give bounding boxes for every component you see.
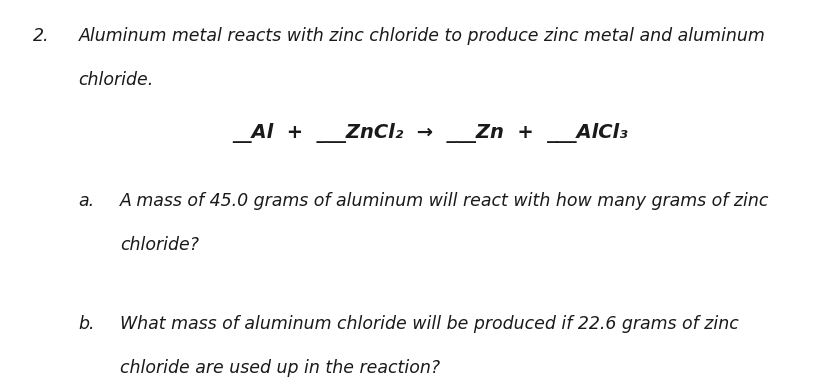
Text: chloride?: chloride? [120, 236, 198, 254]
Text: 2.: 2. [33, 27, 50, 45]
Text: chloride.: chloride. [79, 71, 154, 89]
Text: Aluminum metal reacts with zinc chloride to produce zinc metal and aluminum: Aluminum metal reacts with zinc chloride… [79, 27, 764, 45]
Text: What mass of aluminum chloride will be produced if 22.6 grams of zinc: What mass of aluminum chloride will be p… [120, 315, 738, 333]
Text: chloride are used up in the reaction?: chloride are used up in the reaction? [120, 359, 440, 377]
Text: __Al  +  ___ZnCl₂  →  ___Zn  +  ___AlCl₃: __Al + ___ZnCl₂ → ___Zn + ___AlCl₃ [232, 123, 627, 143]
Text: b.: b. [79, 315, 95, 333]
Text: A mass of 45.0 grams of aluminum will react with how many grams of zinc: A mass of 45.0 grams of aluminum will re… [120, 192, 768, 210]
Text: a.: a. [79, 192, 94, 210]
